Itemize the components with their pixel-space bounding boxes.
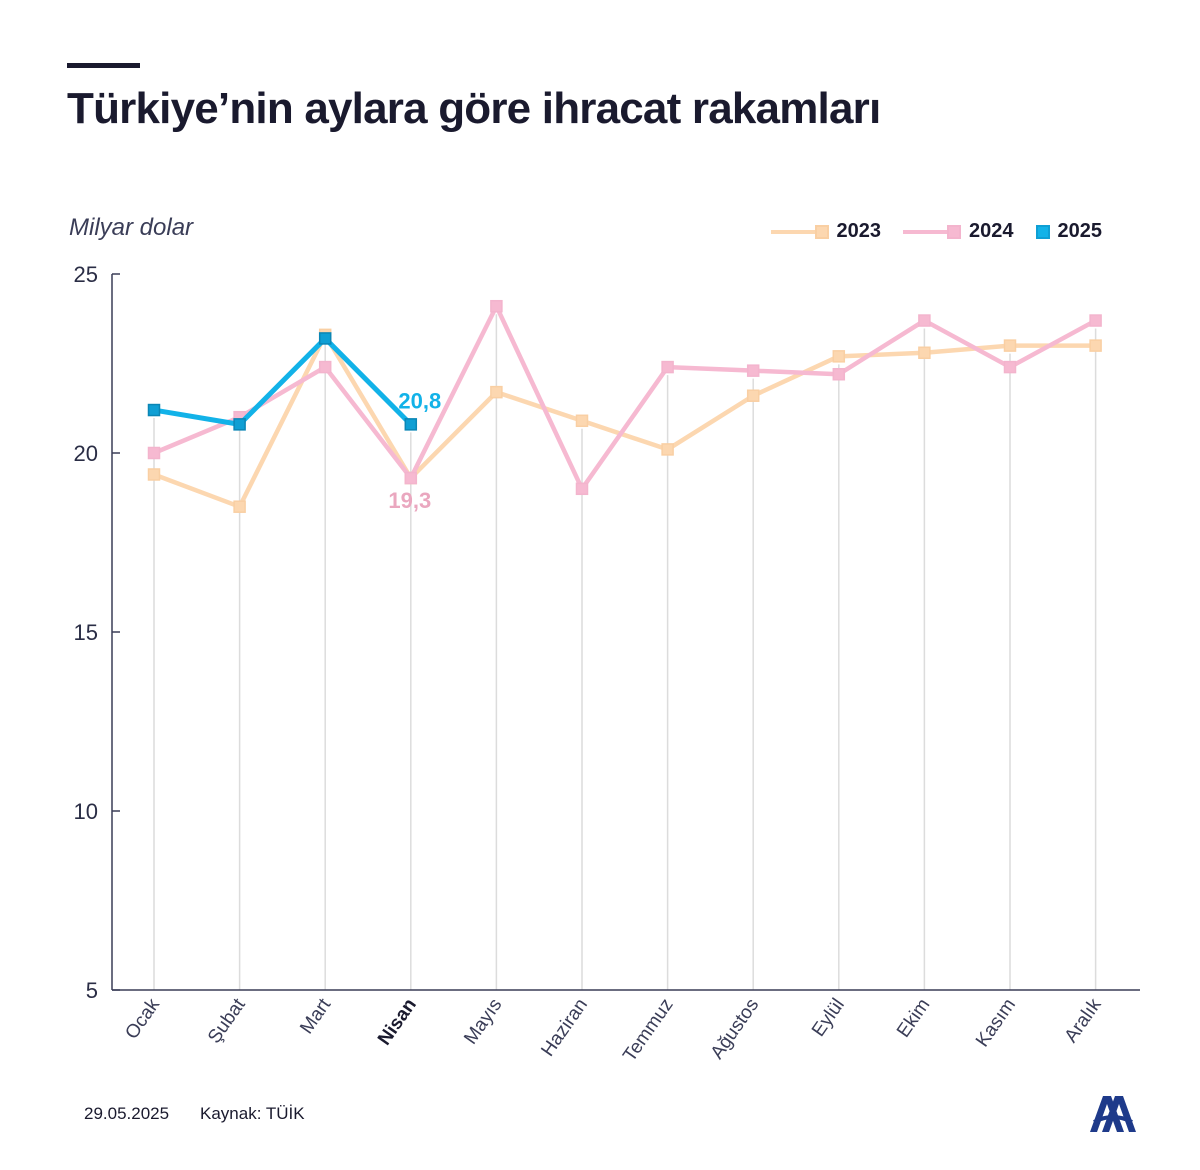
marker-2023-5 [575,414,589,428]
x-tick-label-2: Mart [296,994,335,1038]
marker-2024-6 [661,360,674,374]
y-tick-label-10: 10 [74,799,98,824]
annotation-2025-Nisan: 20,8 [398,388,441,413]
chart-title: Türkiye’nin aylara göre ihracat rakamlar… [67,84,881,133]
legend-label-2023: 2023 [836,220,882,242]
legend-swatch-2024 [903,224,961,239]
x-tick-label-10: Kasım [972,995,1020,1051]
chart-legend: 2023 2024 2025 [770,220,1103,243]
footer-date: 29.05.2025 [84,1104,170,1123]
x-tick-label-5: Haziran [537,995,592,1061]
legend-item-2024: 2024 [903,220,1014,243]
marker-2024-7 [746,364,760,377]
marker-2023-0 [147,468,161,481]
x-tick-label-6: Temmuz [619,995,677,1066]
x-tick-label-9: Ekim [893,995,934,1042]
marker-2023-4 [490,385,503,399]
marker-2024-2 [318,360,332,374]
x-tick-label-11: Aralık [1061,994,1106,1046]
marker-2023-11 [1089,339,1102,352]
series-line-2025 [153,335,413,427]
marker-2024-11 [1089,314,1102,327]
y-tick-label-5: 5 [86,978,98,1003]
legend-item-2023: 2023 [770,220,882,243]
marker-2023-8 [832,350,846,363]
marker-2025-0 [147,403,161,417]
marker-2025-1 [233,418,246,431]
y-tick-label-15: 15 [74,620,98,645]
marker-2023-6 [661,443,674,456]
marker-2024-5 [575,482,589,496]
y-tick-label-20: 20 [74,441,98,466]
marker-2024-8 [832,367,846,381]
aa-logo-icon [1090,1096,1136,1132]
marker-2023-7 [746,389,760,402]
y-axis-unit-label: Milyar dolar [69,214,194,241]
marker-2024-9 [918,314,931,327]
marker-2025-3 [404,418,418,431]
series-line-2023 [153,332,1096,509]
footer-source: Kaynak: TÜİK [200,1104,305,1123]
x-tick-label-7: Ağustos [707,995,764,1063]
marker-2024-0 [147,446,161,460]
x-tick-label-1: Şubat [204,994,250,1047]
marker-2025-2 [318,332,332,345]
legend-swatch-2023 [770,224,829,239]
title-accent-bar [67,63,140,68]
series-line-2024 [153,303,1097,492]
marker-2024-10 [1003,360,1017,374]
marker-2023-10 [1003,339,1017,352]
marker-2023-1 [233,500,246,513]
marker-2024-3 [404,471,418,485]
annotation-2024-Nisan: 19,3 [388,488,431,513]
legend-label-2025: 2025 [1057,220,1103,242]
marker-2023-9 [918,346,931,360]
y-tick-label-25: 25 [74,262,98,287]
legend-item-2025: 2025 [1035,220,1103,243]
x-tick-label-0: Ocak [121,994,164,1043]
x-tick-label-8: Eylül [808,995,849,1041]
marker-2024-4 [490,299,503,313]
x-tick-label-3: Nisan [374,995,421,1049]
legend-swatch-2025 [1035,224,1050,239]
legend-label-2024: 2024 [969,220,1014,242]
x-tick-label-4: Mayıs [460,995,506,1049]
